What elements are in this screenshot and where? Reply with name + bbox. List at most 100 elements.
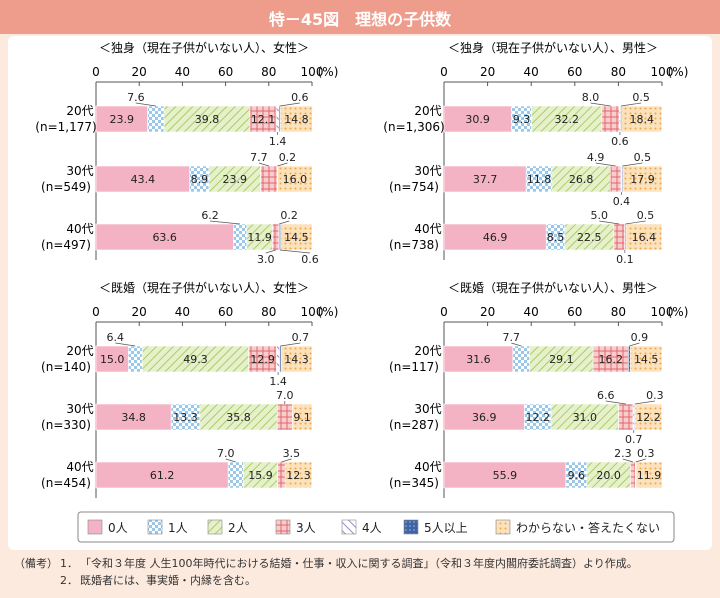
bar-segment: [443, 345, 514, 373]
legend-swatch: [147, 519, 163, 535]
bar-segment: [564, 223, 615, 251]
data-label: 26.8: [569, 173, 594, 186]
bar-segment: [95, 165, 191, 193]
data-label: 29.1: [549, 353, 574, 366]
leader-line: [265, 249, 276, 254]
data-label: 39.8: [195, 113, 220, 126]
bar-segment: [275, 105, 280, 133]
data-label: 6.4: [107, 331, 125, 344]
data-label: 12.9: [250, 353, 275, 366]
category-n-label: (n=140): [41, 360, 91, 374]
bar-segment: [601, 105, 620, 133]
data-label: 61.2: [150, 469, 175, 482]
data-label: 7.0: [276, 389, 294, 402]
data-label: 9.3: [513, 113, 531, 126]
category-label: 20代: [66, 344, 93, 358]
bar-segment: [280, 223, 313, 251]
x-tick-label: 80: [261, 305, 276, 319]
bar-segment: [622, 165, 663, 193]
data-label: 46.9: [483, 231, 508, 244]
panel-title: ＜既婚（現在子供がいない人）、男性＞: [448, 280, 658, 295]
leader-line: [277, 162, 288, 167]
legend-label: 5人以上: [424, 521, 468, 535]
x-unit-label: (%): [318, 65, 339, 79]
leader-line: [280, 342, 301, 347]
x-tick-label: 60: [567, 305, 582, 319]
bar-segment: [233, 223, 248, 251]
leader-line: [635, 458, 646, 463]
notes-prefix: （備考）: [14, 557, 58, 570]
x-tick-label: 20: [132, 305, 147, 319]
panels: ＜独身（現在子供がいない人）、女性＞0 20 40 60 80 100(%)20代(n=1…: [35, 40, 688, 498]
data-label: 23.9: [223, 173, 248, 186]
data-label: 31.6: [466, 353, 491, 366]
category-n-label: (n=738): [389, 238, 439, 252]
data-label: 0.3: [646, 389, 664, 402]
legend-swatch: [403, 519, 419, 535]
legend-label: 2人: [228, 521, 248, 535]
category-label: 40代: [414, 222, 441, 236]
leader-line: [634, 400, 655, 405]
x-unit-label: (%): [668, 65, 689, 79]
data-label: 23.9: [110, 113, 135, 126]
note-text: 既婚者には、事実婚・内縁を含む。: [80, 574, 256, 587]
legend-label: 0人: [108, 521, 128, 535]
bar-segment: [277, 461, 286, 489]
category-n-label: (n=287): [389, 418, 439, 432]
category-n-label: (n=754): [389, 180, 439, 194]
data-label: 6.2: [201, 209, 219, 222]
data-label: 0.5: [634, 151, 652, 164]
category-label: 40代: [66, 460, 93, 474]
data-label: 17.9: [630, 173, 655, 186]
data-label: 49.3: [183, 353, 208, 366]
legend-swatch: [207, 519, 223, 535]
bar-segment: [95, 223, 234, 251]
bar-segment: [284, 461, 313, 489]
data-label: 31.0: [573, 411, 598, 424]
data-label: 15.9: [248, 469, 273, 482]
legend-label: 4人: [362, 521, 382, 535]
bar-segment: [512, 345, 530, 373]
panel-title: ＜既婚（現在子供がいない人）、女性＞: [99, 280, 309, 295]
bar-segment: [525, 165, 553, 193]
category-n-label: (n=330): [41, 418, 91, 432]
bar-segment: [277, 165, 313, 193]
legend-label: 3人: [296, 521, 316, 535]
bar-segment: [551, 165, 611, 193]
note-number: 2．: [60, 574, 78, 587]
figure-title: 特－45図 理想の子供数: [268, 10, 452, 29]
category-label: 40代: [414, 460, 441, 474]
data-label: 15.0: [100, 353, 125, 366]
data-label: 8.5: [547, 231, 565, 244]
data-label: 9.6: [568, 469, 586, 482]
data-label: 36.9: [472, 411, 497, 424]
bar-segment: [613, 223, 626, 251]
panel-title: ＜独身（現在子供がいない人）、女性＞: [99, 40, 309, 55]
data-label: 34.8: [121, 411, 146, 424]
data-label: 1.4: [269, 135, 287, 148]
x-tick-label: 0: [440, 65, 448, 79]
x-tick-label: 20: [132, 65, 147, 79]
panel-title: ＜独身（現在子供がいない人）、男性＞: [448, 40, 658, 55]
leader-line: [590, 102, 611, 107]
data-label: 22.5: [577, 231, 602, 244]
bar-segment: [625, 223, 663, 251]
data-label: 0.5: [632, 91, 650, 104]
data-label: 8.9: [191, 173, 209, 186]
leader-line: [279, 102, 300, 107]
data-label: 35.8: [226, 411, 251, 424]
data-label: 6.6: [597, 389, 615, 402]
leader-line: [622, 458, 633, 463]
data-label: 0.2: [280, 209, 298, 222]
figure-title-bar: [0, 0, 720, 34]
bar-segment: [443, 165, 527, 193]
data-label: 9.1: [293, 411, 311, 424]
data-label: 12.1: [251, 113, 276, 126]
data-label: 30.9: [465, 113, 490, 126]
data-label: 7.0: [217, 447, 235, 460]
data-label: 0.2: [279, 151, 297, 164]
notes: （備考） 1． 「令和３年度 人生100年時代における結婚・仕事・収入に関する調査」…: [14, 555, 714, 589]
x-unit-label: (%): [668, 305, 689, 319]
data-label: 12.2: [636, 411, 661, 424]
data-label: 55.9: [493, 469, 518, 482]
